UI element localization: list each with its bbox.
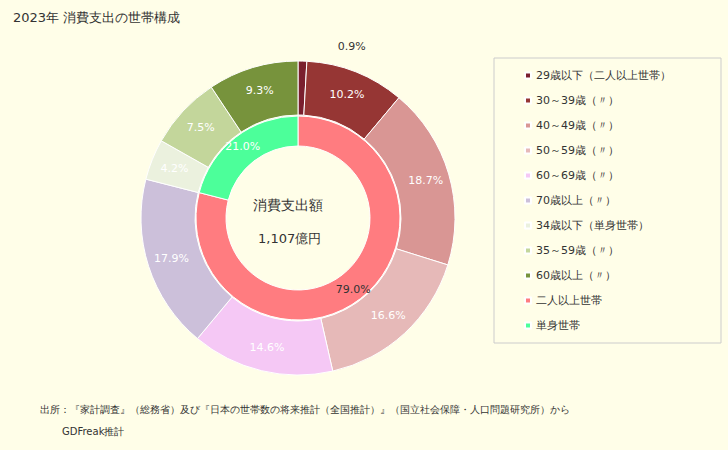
svg-text:1,107億円: 1,107億円 <box>258 231 321 246</box>
svg-text:60～69歳（〃）: 60～69歳（〃） <box>536 169 619 182</box>
svg-text:35～59歳（〃）: 35～59歳（〃） <box>536 244 619 257</box>
svg-text:出所：『家計調査』（総務省）及び『日本の世帯数の将来推計（全: 出所：『家計調査』（総務省）及び『日本の世帯数の将来推計（全国推計）』（国立社会… <box>40 404 570 415</box>
svg-text:2023年 消費支出の世帯構成: 2023年 消費支出の世帯構成 <box>13 10 180 25</box>
svg-text:60歳以上（〃）: 60歳以上（〃） <box>536 269 616 282</box>
svg-text:16.6%: 16.6% <box>371 309 406 322</box>
svg-text:9.3%: 9.3% <box>246 84 274 97</box>
svg-text:29歳以下（二人以上世帯）: 29歳以下（二人以上世帯） <box>536 69 671 82</box>
svg-text:7.5%: 7.5% <box>187 121 215 134</box>
svg-text:14.6%: 14.6% <box>249 341 284 354</box>
svg-text:21.0%: 21.0% <box>225 140 260 153</box>
svg-text:単身世帯: 単身世帯 <box>536 319 580 332</box>
svg-text:17.9%: 17.9% <box>154 252 189 265</box>
svg-text:二人以上世帯: 二人以上世帯 <box>536 294 602 307</box>
svg-text:4.2%: 4.2% <box>161 162 189 175</box>
svg-text:消費支出額: 消費支出額 <box>253 197 323 213</box>
svg-text:0.9%: 0.9% <box>338 40 366 53</box>
svg-text:34歳以下（単身世帯）: 34歳以下（単身世帯） <box>536 219 649 232</box>
svg-text:79.0%: 79.0% <box>336 283 371 296</box>
svg-text:40～49歳（〃）: 40～49歳（〃） <box>536 119 619 132</box>
svg-text:10.2%: 10.2% <box>330 88 365 101</box>
svg-text:70歳以上（〃）: 70歳以上（〃） <box>536 194 616 207</box>
svg-text:50～59歳（〃）: 50～59歳（〃） <box>536 144 619 157</box>
svg-text:30～39歳（〃）: 30～39歳（〃） <box>536 94 619 107</box>
svg-text:GDFreak推計: GDFreak推計 <box>62 426 124 437</box>
svg-text:18.7%: 18.7% <box>408 174 443 187</box>
